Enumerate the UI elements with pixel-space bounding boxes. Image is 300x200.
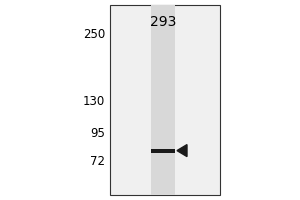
Text: 95: 95	[90, 127, 105, 140]
Bar	[110, 5, 220, 195]
Bar	[151, 5, 175, 195]
Text: 72: 72	[90, 155, 105, 168]
Text: 293: 293	[150, 15, 176, 29]
Bar	[151, 149, 175, 153]
Polygon shape	[177, 145, 187, 157]
Text: 250: 250	[83, 28, 105, 41]
Text: 130: 130	[83, 95, 105, 108]
